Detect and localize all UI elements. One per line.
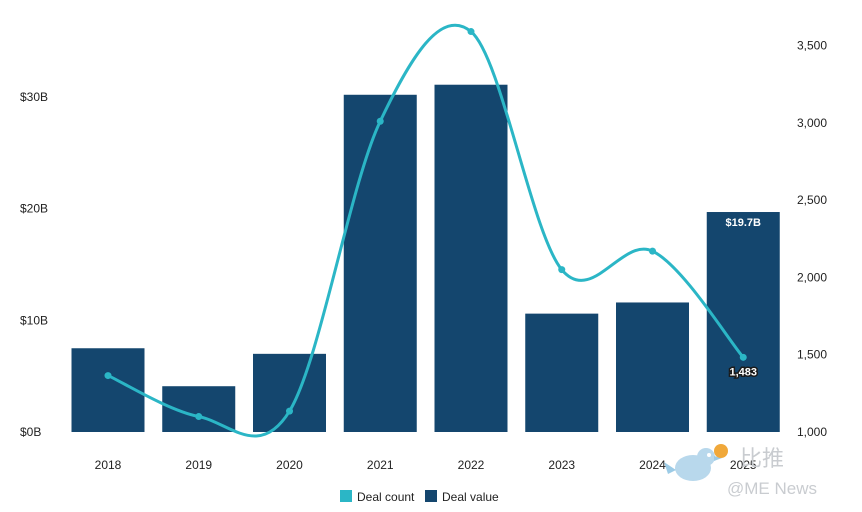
right-tick-label: 2,000 [797, 270, 827, 284]
right-axis: 1,000 1,500 2,000 2,500 3,000 3,500 [797, 38, 827, 439]
bird-logo-icon [664, 444, 728, 481]
line-series-deal-count [104, 23, 747, 438]
x-tick-label-2025: 2025 [730, 458, 757, 472]
line-data-label-2025: 1,483 [729, 366, 757, 378]
right-tick-label: 1,500 [797, 348, 827, 362]
x-tick-label-2023: 2023 [548, 458, 575, 472]
watermark-cn-text: 比推 [740, 447, 784, 472]
bar-2018 [71, 348, 145, 432]
watermark: 比推 @ME News [664, 444, 817, 498]
bar-2022 [434, 84, 508, 432]
right-tick-label: 3,500 [797, 38, 827, 52]
right-tick-label: 2,500 [797, 193, 827, 207]
right-tick-label: 3,000 [797, 116, 827, 130]
deal-count-line [107, 23, 745, 438]
left-tick-label: $30B [20, 90, 48, 104]
line-point-2021 [376, 117, 384, 125]
line-point-2025 [739, 353, 747, 361]
bar-2023 [525, 313, 599, 432]
line-point-2020 [286, 407, 293, 415]
bar-data-label-2025: $19.7B [726, 217, 762, 229]
watermark-en-text: @ME News [727, 479, 817, 498]
x-axis: 2018 2019 2020 2021 2022 2023 2024 2025 [95, 458, 757, 472]
bar-series-deal-value [71, 84, 780, 433]
bar-2024 [616, 302, 689, 432]
right-tick-label: 1,000 [797, 425, 827, 439]
line-point-2022 [467, 28, 475, 36]
x-tick-label-2022: 2022 [458, 458, 485, 472]
left-tick-label: $10B [20, 313, 48, 327]
legend: Deal count Deal value [340, 490, 499, 504]
x-tick-label-2020: 2020 [276, 458, 303, 472]
bar-2021 [343, 94, 417, 433]
left-tick-label: $0B [20, 425, 41, 439]
line-point-2018 [104, 372, 112, 380]
legend-label-deal-value: Deal value [442, 490, 499, 504]
x-tick-label-2018: 2018 [95, 458, 122, 472]
legend-swatch-deal-count [340, 490, 352, 502]
legend-swatch-deal-value [425, 490, 437, 502]
x-tick-label-2024: 2024 [639, 458, 666, 472]
line-point-2024 [649, 247, 656, 255]
x-tick-label-2021: 2021 [367, 458, 394, 472]
line-point-2023 [558, 266, 566, 274]
x-tick-label-2019: 2019 [185, 458, 212, 472]
line-point-2019 [195, 413, 203, 421]
left-tick-label: $20B [20, 202, 48, 216]
left-axis: $0B $10B $20B $30B [20, 90, 48, 439]
data-labels: $19.7B 1,483 [726, 217, 762, 380]
legend-label-deal-count: Deal count [357, 490, 415, 504]
bar-2020 [253, 353, 326, 432]
